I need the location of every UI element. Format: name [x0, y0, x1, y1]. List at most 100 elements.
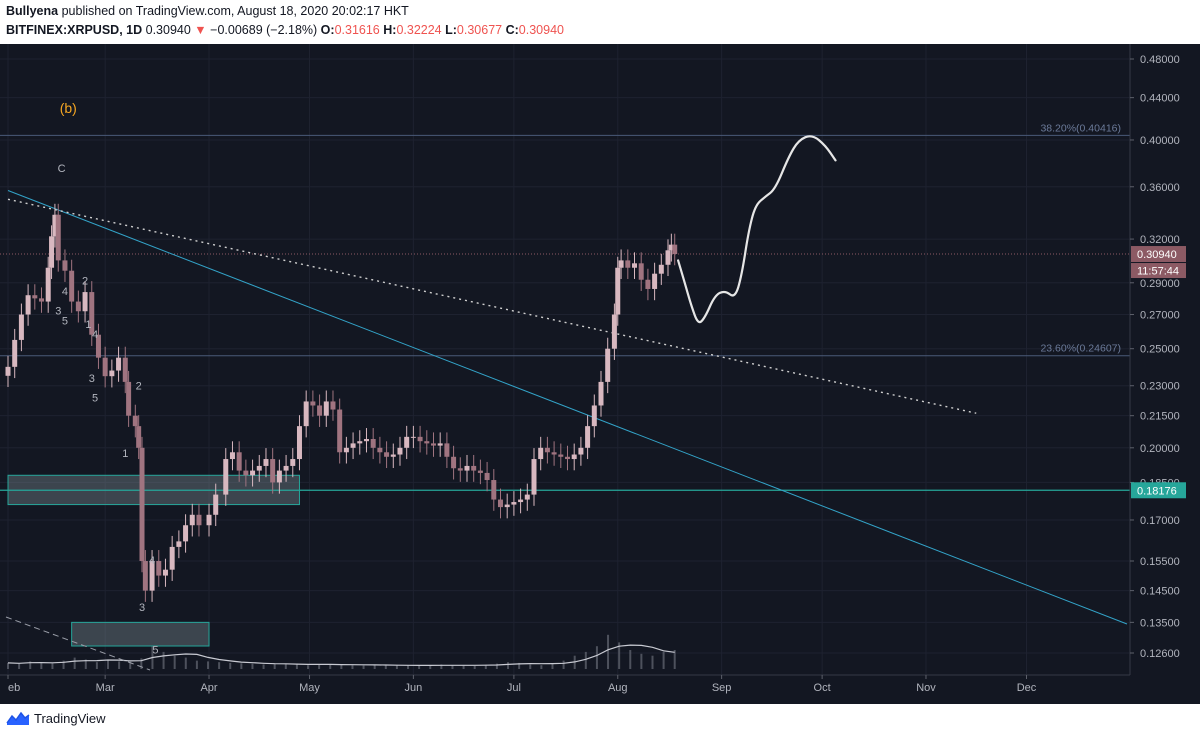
price-tick-label: 0.32000 [1140, 234, 1180, 246]
wave-count-label: 1 [122, 448, 128, 460]
candle-body [377, 447, 383, 453]
candle-body [109, 370, 115, 377]
candle-body [263, 459, 269, 466]
candle-body [491, 480, 497, 500]
tradingview-logo-icon [6, 711, 30, 725]
close-label: C: [505, 23, 519, 37]
support-zone [71, 621, 210, 647]
tradingview-text: TradingView [34, 710, 106, 726]
volume-bar [418, 665, 421, 669]
volume-bar [329, 664, 332, 669]
candle-body [384, 452, 390, 457]
symbol-line: BITFINEX:XRPUSD, 1D 0.30940 ▼ −0.00689 (… [6, 23, 564, 37]
candle-body [276, 470, 282, 483]
candle-body [250, 470, 256, 476]
candle-body [585, 426, 591, 448]
wave-count-label: 4 [149, 555, 155, 567]
volume-bar [162, 651, 165, 669]
price-tick-label: 0.25000 [1140, 344, 1180, 356]
candle-body [102, 357, 108, 377]
published-text: published on TradingView.com, August 18,… [61, 4, 409, 18]
candle-body [544, 447, 550, 453]
volume-bar [295, 664, 298, 669]
candle-body [538, 447, 544, 460]
candle-body [45, 267, 51, 302]
open-label: O: [320, 23, 335, 37]
time-tick-label: Jun [405, 682, 423, 694]
candle-body [524, 494, 530, 500]
price-tick-label: 0.15500 [1140, 556, 1180, 568]
candle-body [565, 456, 570, 460]
price-tick-label: 0.44000 [1140, 93, 1180, 105]
fib-level-label: 38.20%(0.40416) [1040, 122, 1121, 134]
volume-bar [629, 650, 632, 669]
candle-body [330, 401, 336, 410]
close-value: 0.30940 [518, 23, 564, 37]
low-value: 0.30677 [456, 23, 503, 37]
symbol-name[interactable]: BITFINEX:XRPUSD, 1D [6, 23, 143, 37]
time-axis-background [0, 675, 1200, 704]
tradingview-brand[interactable]: TradingView [6, 710, 106, 726]
volume-bar [507, 662, 510, 669]
candle-body [518, 499, 524, 503]
candle-body [343, 447, 349, 453]
volume-bar [118, 661, 121, 669]
price-tick-label: 0.17000 [1140, 515, 1180, 527]
candle-body [451, 456, 457, 469]
candle-body [531, 459, 537, 495]
candle-body [497, 499, 503, 508]
wave-count-label: 5 [62, 316, 68, 328]
low-label: L: [445, 23, 457, 37]
wave-count-label: 4 [92, 329, 98, 341]
candle-body [296, 426, 302, 460]
volume-bar [240, 663, 243, 669]
candle-body [283, 465, 289, 471]
volume-trendline [5, 616, 151, 671]
time-tick-label: eb [8, 682, 20, 694]
volume-bar [495, 663, 498, 669]
candle-body [390, 454, 396, 457]
volume-bar [73, 657, 76, 669]
candle-body [156, 561, 162, 576]
volume-bar [462, 665, 465, 669]
candle-body [206, 514, 212, 526]
time-tick-label: Mar [96, 682, 115, 694]
price-tick-label: 0.36000 [1140, 182, 1180, 194]
volume-bar [318, 664, 321, 669]
wave-count-label: 1 [85, 319, 91, 331]
price-tag-label: 0.18176 [1137, 485, 1177, 497]
candle-body [424, 441, 430, 444]
volume-bar [662, 651, 665, 669]
candle-body [598, 381, 604, 406]
price-tick-label: 0.13500 [1140, 617, 1180, 629]
author-name[interactable]: Bullyena [6, 4, 59, 18]
volume-bar [95, 662, 98, 669]
candle-body [89, 292, 95, 335]
candle-body [357, 441, 363, 444]
wave-count-label: 3 [55, 306, 61, 318]
volume-bar [540, 665, 543, 669]
candle-body [672, 244, 678, 255]
projection-path [677, 135, 837, 324]
volume-bar [362, 665, 365, 669]
wave-count-label: C [58, 163, 66, 175]
wave-degree-label: (b) [60, 100, 77, 116]
candle-body [337, 409, 343, 453]
support-price-tag [1131, 482, 1186, 499]
price-axis-background [1130, 44, 1200, 704]
candle-body [82, 292, 88, 312]
candle-body [471, 465, 477, 471]
candle-body [410, 436, 416, 438]
volume-bar [307, 665, 310, 669]
down-arrow-icon: ▼ [194, 23, 207, 37]
price-tick-label: 0.14500 [1140, 586, 1180, 598]
candle-body [430, 443, 436, 446]
candle-body [236, 452, 242, 471]
descending-trendline [7, 190, 1128, 625]
time-tick-label: Nov [916, 682, 936, 694]
candle-body [18, 314, 24, 340]
volume-bar [673, 650, 676, 669]
plot-area [0, 44, 1130, 675]
wave-count-label: 5 [92, 392, 98, 404]
